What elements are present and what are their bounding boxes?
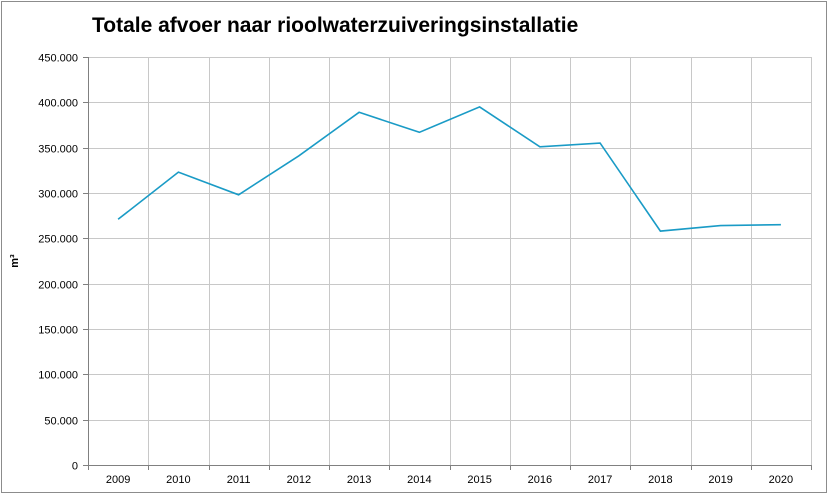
chart-axes	[83, 57, 812, 470]
x-tick-label: 2011	[227, 474, 251, 486]
y-axis-ticks: 0 50.000 100.000 150.000 200.000 250.000 300.0…	[38, 53, 78, 473]
chart-grid	[88, 57, 812, 465]
x-tick-label: 2020	[769, 474, 793, 486]
x-tick-label: 2009	[106, 474, 130, 486]
chart-title: Totale afvoer naar rioolwaterzuiveringsi…	[92, 14, 579, 37]
x-tick-label: 2015	[467, 474, 491, 486]
y-tick-label: 350.000	[38, 144, 78, 156]
x-axis-ticks: 2009 2010 2011 2012 2013 2014 2015 2016 2017 2018…	[106, 474, 793, 486]
y-tick-label: 300.000	[38, 189, 78, 201]
series-group	[117, 105, 781, 232]
y-tick-label: 50.000	[44, 416, 78, 428]
y-tick-label: 400.000	[38, 98, 78, 110]
x-tick-label: 2010	[166, 474, 190, 486]
x-tick-label: 2019	[708, 474, 732, 486]
x-tick-label: 2016	[528, 474, 552, 486]
x-tick-label: 2017	[588, 474, 612, 486]
x-tick-label: 2012	[287, 474, 311, 486]
y-tick-label: 200.000	[38, 280, 78, 292]
x-tick-label: 2018	[648, 474, 672, 486]
y-tick-label: 450.000	[38, 53, 78, 65]
series-line	[117, 105, 781, 232]
x-tick-label: 2014	[407, 474, 431, 486]
y-tick-label: 0	[72, 461, 78, 473]
y-tick-label: 250.000	[38, 234, 78, 246]
x-tick-label: 2013	[347, 474, 371, 486]
y-axis-label: m³	[9, 254, 21, 268]
y-tick-label: 150.000	[38, 325, 78, 337]
y-tick-label: 100.000	[38, 370, 78, 382]
